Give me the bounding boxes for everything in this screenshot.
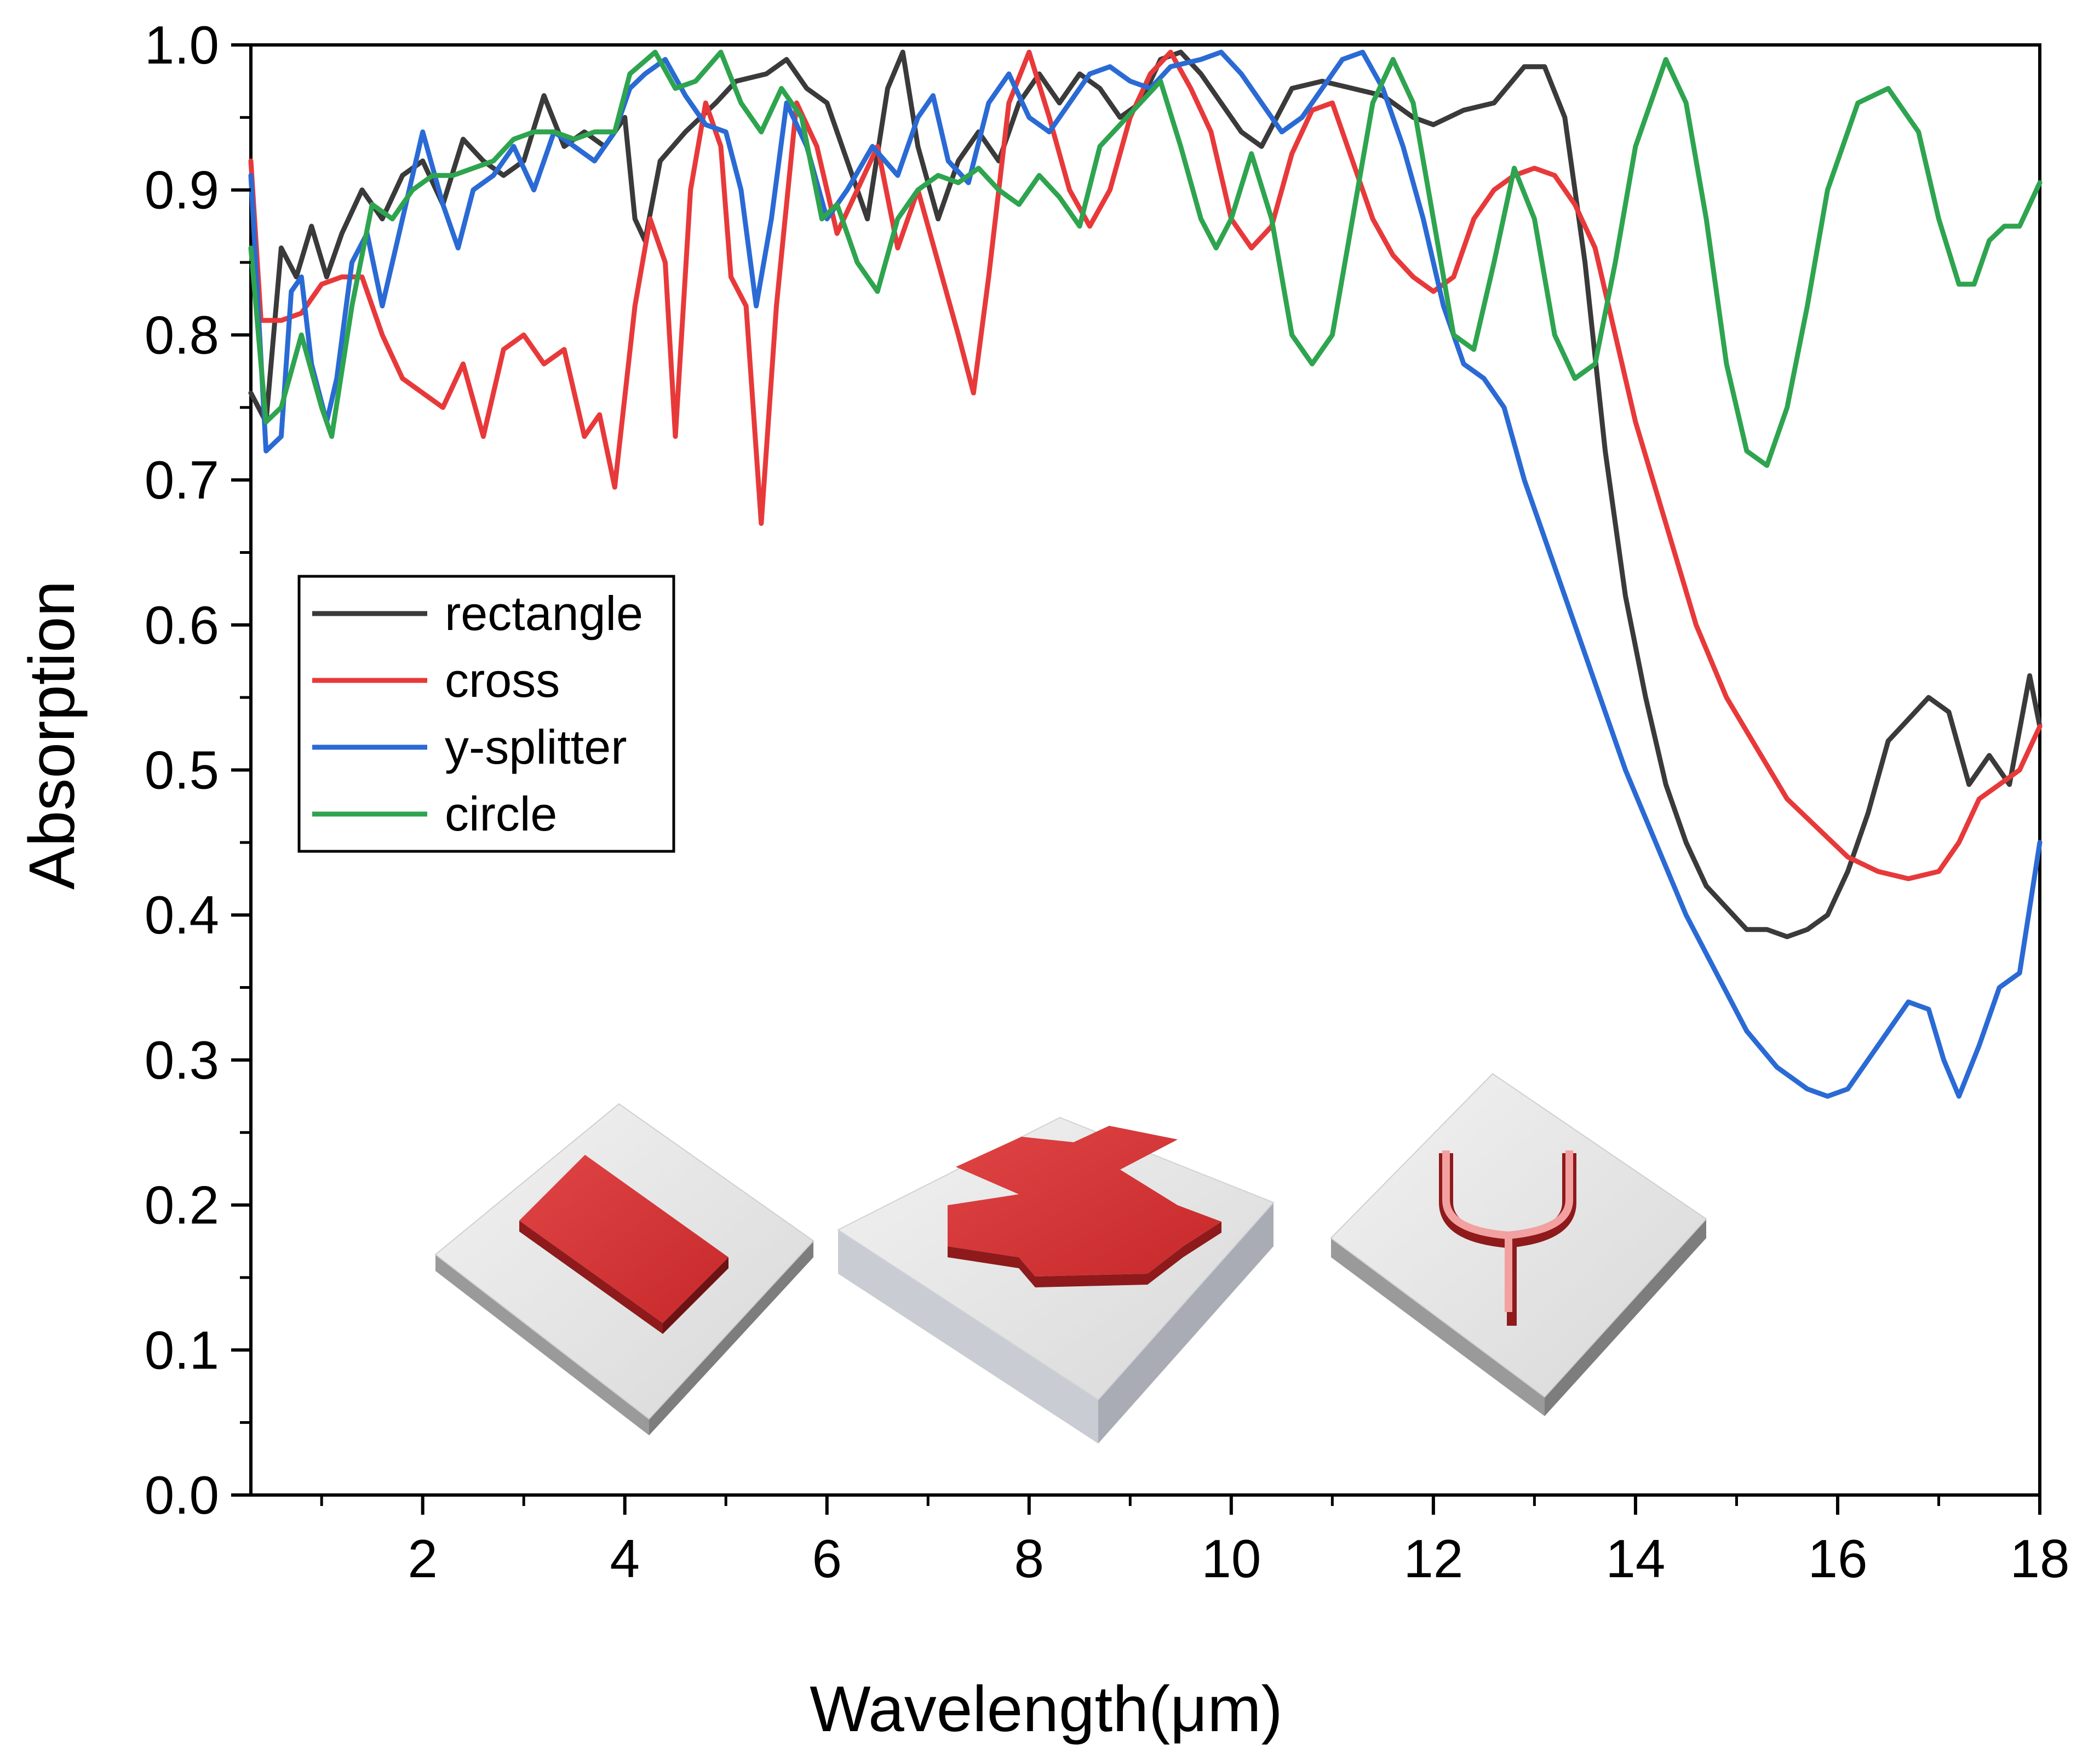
legend-items: rectangle cross y-splitter circle xyxy=(312,586,643,841)
cross-tile-side-right xyxy=(1098,1202,1274,1444)
series-line-circle xyxy=(248,49,2043,468)
inset-y-splitter-structure xyxy=(1330,1073,1707,1416)
y-tick-label: 0.8 xyxy=(145,305,219,365)
x-axis-title: Wavelength(μm) xyxy=(810,1673,1283,1745)
y-tick-label: 0.4 xyxy=(145,885,219,945)
series-line-y-splitter xyxy=(248,49,2043,1099)
legend-label-rectangle: rectangle xyxy=(445,586,643,640)
series-line-cross xyxy=(248,49,2043,881)
y-tick-label: 0.6 xyxy=(145,595,219,655)
y-tick-label: 0.7 xyxy=(145,450,219,510)
x-tick-label: 18 xyxy=(2010,1528,2069,1589)
x-tick-label: 6 xyxy=(812,1528,842,1589)
rectangle-tile-side-right xyxy=(649,1241,813,1435)
inset-rectangle-structure xyxy=(434,1103,814,1435)
x-tick-label: 2 xyxy=(408,1528,438,1589)
rectangle-block-side2 xyxy=(663,1257,728,1334)
y-tick-label: 0.3 xyxy=(145,1030,219,1090)
x-tick-label: 10 xyxy=(1201,1528,1261,1589)
x-tick-label: 14 xyxy=(1605,1528,1665,1589)
x-tick-label: 12 xyxy=(1403,1528,1463,1589)
cross-block-top xyxy=(948,1126,1221,1276)
x-tick-label: 16 xyxy=(1808,1528,1867,1589)
y-axis-title: Absorption xyxy=(16,581,88,890)
rectangle-block-top xyxy=(519,1155,728,1323)
series-layer xyxy=(248,49,2043,1099)
y-tick-label: 0.2 xyxy=(145,1175,219,1235)
y-tick-label: 0.0 xyxy=(145,1465,219,1525)
cross-block-side xyxy=(948,1222,1221,1287)
inset-cross-structure xyxy=(837,1116,1275,1444)
rectangle-tile-side-left xyxy=(435,1255,649,1435)
x-tick-label: 4 xyxy=(610,1528,640,1589)
cross-tile-side-left xyxy=(838,1230,1098,1444)
legend-box xyxy=(297,575,675,853)
y-tick-label: 0.5 xyxy=(145,740,219,800)
y-tick-label: 0.9 xyxy=(145,160,219,220)
y-axis-ticks: 0.0 0.1 0.2 0.3 0.4 0.5 0.6 0.7 0.8 0.9 1.0 xyxy=(145,15,251,1525)
legend-label-cross: cross xyxy=(445,653,560,707)
ysplitter-tile-side-left xyxy=(1331,1238,1545,1416)
legend-label-circle: circle xyxy=(445,787,557,841)
x-axis-ticks: 2 4 6 8 10 12 14 16 18 xyxy=(320,1495,2070,1589)
legend: rectangle cross y-splitter circle xyxy=(297,575,675,853)
ysplitter-tile-side-right xyxy=(1545,1219,1706,1416)
series-line-rectangle xyxy=(248,49,2043,940)
rectangle-block-side xyxy=(519,1221,663,1334)
legend-label-y-splitter: y-splitter xyxy=(445,720,627,774)
y-tick-label: 0.1 xyxy=(145,1320,219,1380)
x-tick-label: 8 xyxy=(1014,1528,1045,1589)
y-tick-label: 1.0 xyxy=(145,15,219,75)
